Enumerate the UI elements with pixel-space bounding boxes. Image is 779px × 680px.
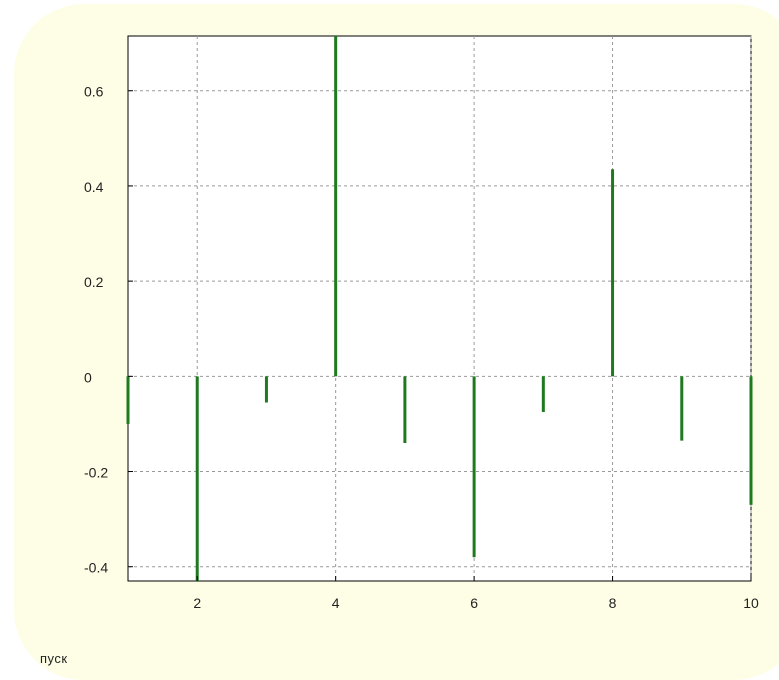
y-tick-label: 0.2 xyxy=(84,274,104,290)
x-tick-label: 8 xyxy=(609,595,617,611)
y-tick-label: 0 xyxy=(84,369,92,385)
y-axis-ticks: 0.6 0.4 0.2 0 -0.2 -0.4 xyxy=(84,84,133,576)
y-tick-label: 0.6 xyxy=(84,84,104,100)
x-tick-label: 2 xyxy=(193,595,201,611)
x-tick-label: 4 xyxy=(332,595,340,611)
x-tick-label: 10 xyxy=(743,595,759,611)
y-tick-label: -0.4 xyxy=(84,560,108,576)
caption-text: пуск xyxy=(40,651,68,666)
x-axis-ticks: 2 4 6 8 10 xyxy=(193,576,759,611)
y-tick-label: 0.4 xyxy=(84,179,104,195)
plot-area-frame xyxy=(127,35,752,582)
stems xyxy=(126,36,753,581)
x-tick-label: 6 xyxy=(470,595,478,611)
y-tick-label: -0.2 xyxy=(84,465,108,481)
